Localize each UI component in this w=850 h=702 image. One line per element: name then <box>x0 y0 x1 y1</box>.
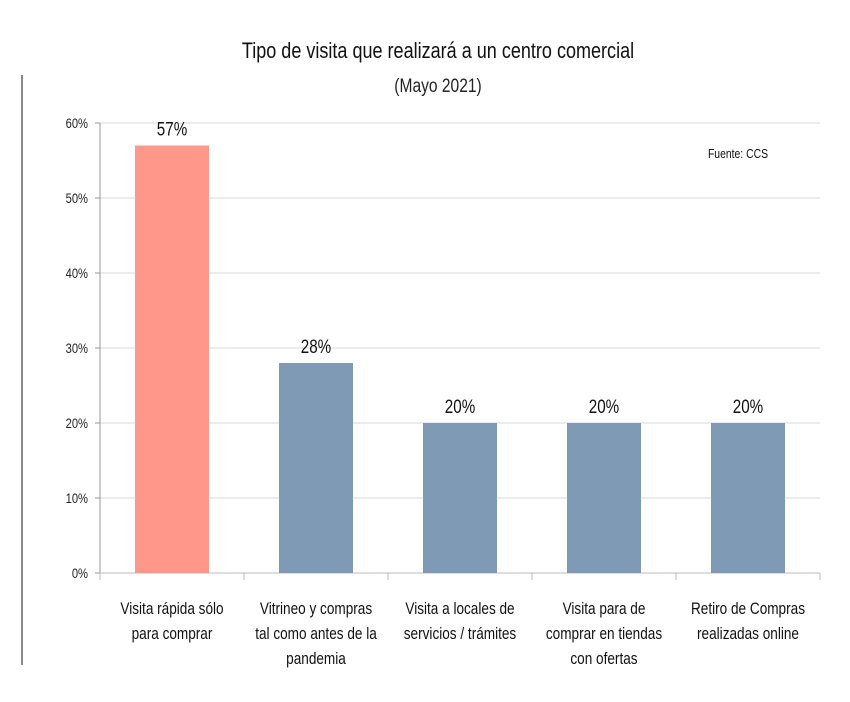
y-tick-label: 30% <box>66 341 88 356</box>
category-label: Visita para de <box>563 600 646 619</box>
category-label: Visita a locales de <box>405 600 514 619</box>
bar <box>423 423 497 573</box>
y-tick-label: 0% <box>72 566 88 581</box>
bar <box>135 145 209 573</box>
data-label: 57% <box>157 118 187 140</box>
y-tick-label: 50% <box>66 191 88 206</box>
y-tick-label: 10% <box>66 491 88 506</box>
bar <box>279 363 353 573</box>
data-label: 28% <box>301 335 331 357</box>
category-label: para comprar <box>132 625 213 644</box>
category-label: Vitrineo y compras <box>260 600 373 619</box>
category-label: Visita rápida sólo <box>120 600 223 619</box>
data-label: 20% <box>733 395 763 417</box>
data-label: 20% <box>445 395 475 417</box>
category-label: Retiro de Compras <box>691 600 805 619</box>
bar <box>711 423 785 573</box>
category-label: realizadas online <box>697 625 799 644</box>
chart-subtitle: (Mayo 2021) <box>394 75 481 97</box>
category-label: servicios / trámites <box>404 625 517 644</box>
category-label: tal como antes de la <box>255 625 377 644</box>
source-note: Fuente: CCS <box>708 147 768 161</box>
category-label: con ofertas <box>570 650 637 669</box>
y-tick-label: 20% <box>66 416 88 431</box>
bar <box>567 423 641 573</box>
y-tick-label: 40% <box>66 266 88 281</box>
y-tick-label: 60% <box>66 116 88 131</box>
category-label: comprar en tiendas <box>546 625 663 644</box>
category-label: pandemia <box>286 650 346 669</box>
data-label: 20% <box>589 395 619 417</box>
chart-title: Tipo de visita que realizará a un centro… <box>242 39 634 63</box>
